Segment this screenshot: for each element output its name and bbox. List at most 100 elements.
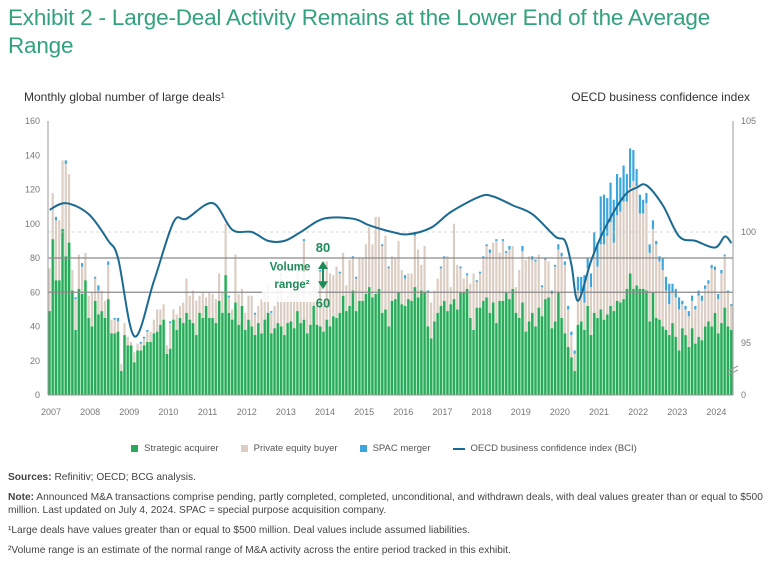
bar-private-equity <box>218 273 221 301</box>
bar-strategic <box>263 319 266 395</box>
bar-strategic <box>674 336 677 395</box>
bar-spac <box>505 251 508 253</box>
bar-strategic <box>270 333 273 395</box>
bar-strategic <box>550 328 553 395</box>
bar-private-equity <box>374 216 377 294</box>
bar-private-equity <box>553 266 557 322</box>
bar-private-equity <box>178 305 182 318</box>
bar-private-equity <box>58 220 61 281</box>
bar-spac <box>355 276 358 279</box>
bar-spac <box>381 244 384 247</box>
bar-spac <box>351 256 354 258</box>
bar-private-equity <box>635 186 638 286</box>
bar-spac <box>638 194 641 214</box>
bar-private-equity <box>81 266 84 294</box>
bar-strategic <box>306 333 309 395</box>
x-tick-label: 2018 <box>472 407 492 417</box>
bar-strategic <box>576 324 579 395</box>
y-tick-label: 20 <box>30 356 40 366</box>
bar-private-equity <box>609 222 612 306</box>
bar-private-equity <box>567 309 570 348</box>
bar-private-equity <box>361 258 364 301</box>
bar-private-equity <box>103 300 107 318</box>
bar-strategic <box>593 312 596 395</box>
bar-private-equity <box>664 290 668 330</box>
bar-private-equity <box>684 309 687 336</box>
bar-strategic <box>87 317 90 395</box>
bar-private-equity <box>433 290 436 322</box>
bar-strategic <box>204 305 208 395</box>
bar-private-equity <box>707 283 710 322</box>
bar-strategic <box>371 297 374 395</box>
bar-strategic <box>505 292 508 395</box>
bar-private-equity <box>306 300 309 334</box>
bar-spac <box>570 331 573 336</box>
bar-strategic <box>387 326 390 395</box>
bar-private-equity <box>638 213 641 289</box>
bar-spac <box>482 256 485 258</box>
bar-private-equity <box>586 268 589 306</box>
bar-private-equity <box>175 314 178 330</box>
bar-private-equity <box>208 292 211 318</box>
bar-private-equity <box>648 252 651 322</box>
bar-private-equity <box>557 249 560 293</box>
bar-private-equity <box>400 269 403 305</box>
bar-spac <box>619 177 622 212</box>
bar-private-equity <box>182 302 185 324</box>
bar-spac <box>534 259 537 262</box>
x-tick-label: 2017 <box>432 407 452 417</box>
bar-spac <box>81 263 84 267</box>
bar-private-equity <box>576 290 579 325</box>
bar-strategic <box>299 323 302 395</box>
y2-tick-label: 0 <box>741 390 746 400</box>
bar-strategic <box>446 311 449 395</box>
bar-strategic <box>478 307 482 395</box>
bar-strategic <box>527 321 531 395</box>
bar-strategic <box>407 299 410 395</box>
bar-private-equity <box>309 292 312 325</box>
bar-strategic <box>495 323 498 395</box>
bar-strategic <box>697 336 700 395</box>
bar-spac <box>589 273 593 288</box>
bar-private-equity <box>514 287 518 313</box>
bar-strategic <box>51 239 54 395</box>
bar-private-equity <box>253 314 257 336</box>
bar-private-equity <box>87 295 90 318</box>
bar-strategic <box>511 288 514 395</box>
bar-strategic <box>338 312 341 395</box>
bar-spac <box>465 273 469 276</box>
bar-spac <box>439 266 442 269</box>
bar-private-equity <box>247 295 250 320</box>
bar-spac <box>651 220 655 229</box>
bar-strategic <box>704 326 707 395</box>
bar-strategic <box>400 304 403 395</box>
bar-strategic <box>423 292 426 395</box>
bar-private-equity <box>472 273 475 330</box>
bar-strategic <box>606 314 609 395</box>
bar-strategic <box>514 312 518 395</box>
bar-strategic <box>632 288 635 395</box>
bar-spac <box>495 239 498 241</box>
bar-spac <box>475 280 478 282</box>
bar-private-equity <box>482 258 485 301</box>
bar-private-equity <box>593 252 596 313</box>
bar-strategic <box>596 317 599 395</box>
y-tick-label: 160 <box>25 116 40 126</box>
bar-strategic <box>694 343 697 395</box>
bar-private-equity <box>410 273 413 301</box>
bar-private-equity <box>560 256 563 318</box>
x-tick-label: 2009 <box>119 407 139 417</box>
bar-strategic <box>224 275 227 395</box>
bar-private-equity <box>518 269 521 318</box>
bar-spac <box>560 252 563 257</box>
bar-strategic <box>567 347 570 395</box>
bar-private-equity <box>84 252 87 281</box>
bar-private-equity <box>501 240 504 301</box>
bar-strategic <box>573 371 576 395</box>
y-tick-label: 120 <box>25 185 40 195</box>
bar-private-equity <box>169 323 172 349</box>
bar-strategic <box>723 307 726 395</box>
legend-label-strategic: Strategic acquirer <box>144 443 219 454</box>
bar-private-equity <box>661 269 664 327</box>
bar-private-equity <box>276 288 279 324</box>
